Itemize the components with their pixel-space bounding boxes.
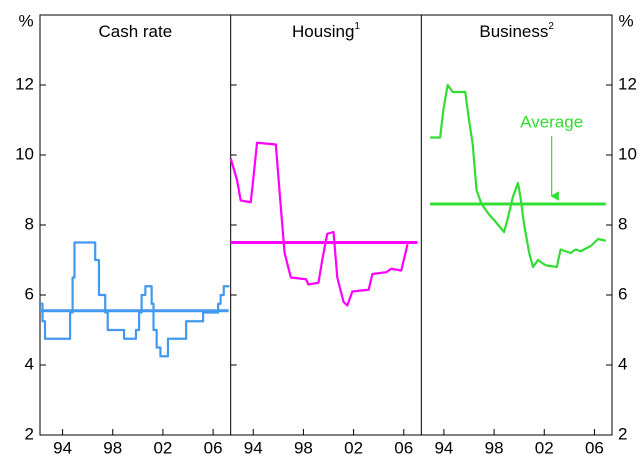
- title-text: Business: [479, 22, 548, 41]
- annotation: Average: [520, 112, 583, 131]
- panel-title: Cash rate: [98, 22, 172, 41]
- y-tick-label: 2: [25, 424, 34, 443]
- title-text: Housing: [292, 22, 354, 41]
- x-tick-label: 06: [585, 438, 604, 456]
- x-tick-label: 02: [535, 438, 554, 456]
- y-tick-label: 2: [618, 424, 627, 443]
- y-tick-label: 10: [618, 144, 637, 163]
- x-tick-label: 94: [53, 438, 72, 456]
- y-tick-label: 10: [15, 144, 34, 163]
- x-tick-label: 94: [244, 438, 263, 456]
- y-axis-label: %: [18, 11, 33, 30]
- plot-frame: [39, 14, 613, 436]
- series-line: [229, 141, 409, 307]
- y-tick-label: 6: [618, 284, 627, 303]
- x-tick-label: 02: [153, 438, 172, 456]
- y-tick-label: 12: [15, 74, 34, 93]
- series-line: [40, 241, 230, 358]
- x-tick-label: 98: [103, 438, 122, 456]
- y-tick-label: 8: [25, 214, 34, 233]
- y-tick-label: 12: [618, 74, 637, 93]
- panel-title: Business2: [479, 21, 554, 42]
- title-note: 1: [354, 21, 360, 32]
- x-tick-label: 94: [434, 438, 453, 456]
- title-text: Cash rate: [98, 22, 172, 41]
- panel-title: Housing1: [292, 21, 360, 42]
- y-tick-label: 8: [618, 214, 627, 233]
- y-tick-label: 4: [618, 354, 627, 373]
- y-axis-label: %: [618, 11, 633, 30]
- x-tick-label: 06: [394, 438, 413, 456]
- x-tick-label: 06: [204, 438, 223, 456]
- series-line: [430, 83, 606, 269]
- y-tick-label: 6: [25, 284, 34, 303]
- y-tick-label: 4: [25, 354, 34, 373]
- x-tick-label: 98: [294, 438, 313, 456]
- title-note: 2: [548, 21, 554, 32]
- x-tick-label: 98: [485, 438, 504, 456]
- x-tick-label: 02: [344, 438, 363, 456]
